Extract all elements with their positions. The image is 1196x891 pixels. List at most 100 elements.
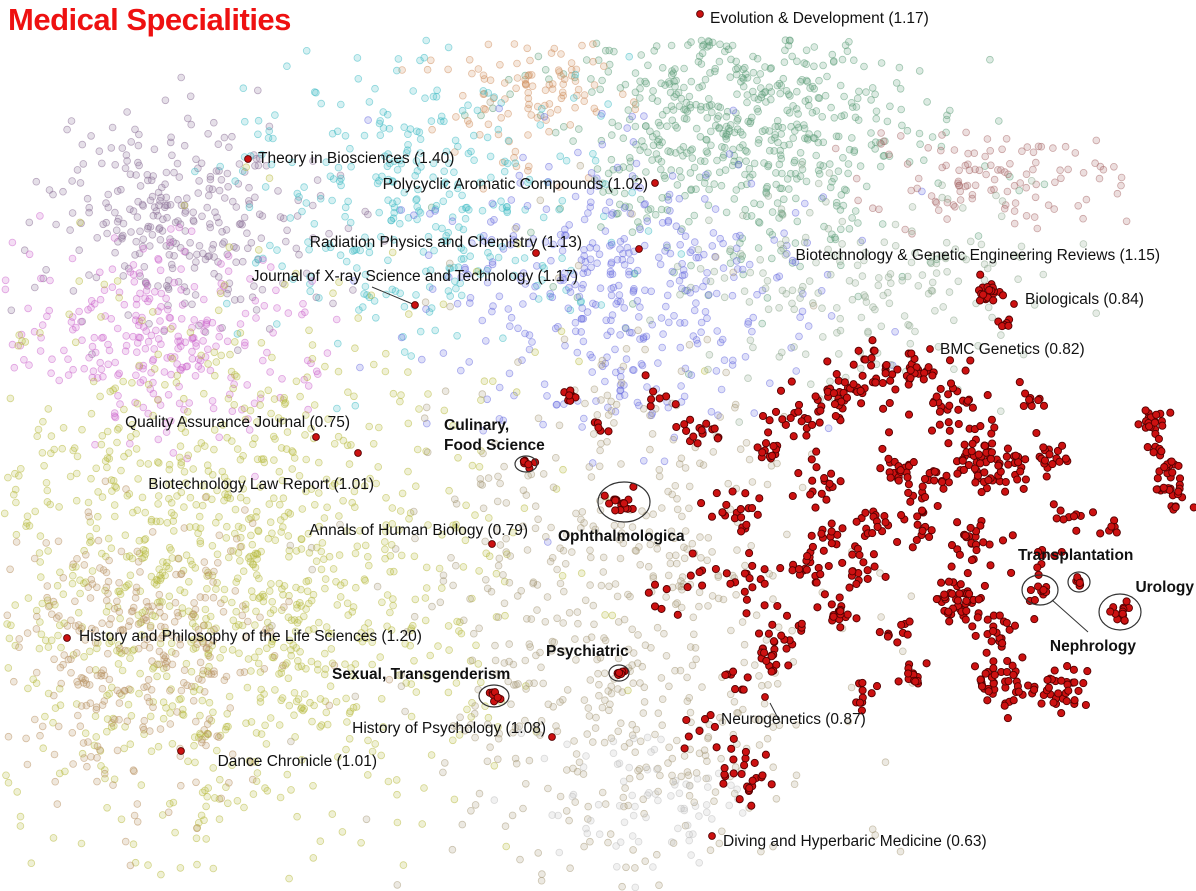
- background-point: [988, 313, 996, 322]
- background-point: [350, 246, 359, 255]
- background-point: [749, 52, 757, 61]
- background-point: [478, 316, 487, 325]
- background-point: [613, 592, 622, 601]
- highlighted-point: [974, 450, 983, 459]
- background-point: [465, 120, 474, 128]
- background-point: [147, 515, 156, 524]
- background-point: [531, 524, 540, 533]
- background-point: [551, 128, 560, 137]
- background-point: [685, 504, 693, 513]
- background-point: [670, 311, 678, 320]
- background-point: [332, 315, 341, 324]
- background-point: [537, 105, 546, 113]
- background-point: [718, 143, 726, 151]
- background-point: [516, 855, 524, 864]
- background-point: [765, 146, 774, 155]
- background-point: [258, 356, 267, 365]
- background-point: [579, 337, 588, 346]
- background-point: [544, 784, 552, 793]
- background-point: [181, 209, 189, 217]
- background-point: [702, 147, 711, 156]
- background-point: [257, 150, 266, 159]
- background-point: [200, 558, 209, 566]
- highlighted-point: [945, 426, 954, 435]
- background-point: [685, 217, 693, 226]
- background-point: [267, 580, 275, 588]
- background-point: [605, 60, 614, 69]
- background-point: [636, 146, 644, 155]
- background-point: [745, 164, 754, 173]
- background-point: [346, 144, 354, 153]
- background-point: [167, 324, 175, 333]
- background-point: [119, 231, 127, 240]
- background-point: [676, 241, 684, 249]
- background-point: [342, 257, 351, 266]
- highlighted-point: [944, 607, 953, 616]
- highlighted-point: [933, 501, 942, 511]
- highlighted-point: [1037, 699, 1046, 708]
- highlighted-point: [935, 420, 944, 429]
- highlighted-point: [859, 558, 868, 567]
- background-point: [471, 702, 479, 710]
- background-point: [421, 594, 430, 602]
- background-point: [12, 530, 21, 539]
- highlighted-point: [867, 354, 876, 363]
- background-point: [206, 366, 215, 375]
- background-point: [226, 390, 234, 399]
- background-point: [441, 387, 450, 396]
- background-point: [767, 88, 776, 96]
- background-point: [269, 605, 278, 614]
- background-point: [990, 175, 999, 184]
- background-point: [98, 431, 107, 440]
- background-point: [110, 234, 119, 242]
- background-point: [690, 163, 699, 172]
- background-point: [662, 651, 671, 660]
- background-point: [494, 613, 503, 621]
- background-point: [68, 254, 77, 263]
- background-point: [68, 209, 77, 217]
- background-point: [39, 274, 48, 283]
- background-point: [180, 503, 188, 511]
- background-point: [612, 300, 620, 308]
- highlighted-point: [1174, 487, 1183, 496]
- background-point: [773, 459, 781, 468]
- background-point: [133, 800, 142, 808]
- background-point: [523, 546, 532, 554]
- background-point: [501, 822, 510, 830]
- background-point: [858, 272, 867, 280]
- background-point: [140, 716, 149, 725]
- background-point: [686, 708, 695, 717]
- background-point: [571, 635, 579, 643]
- background-point: [156, 236, 165, 244]
- background-point: [879, 291, 887, 300]
- background-point: [494, 253, 503, 262]
- background-point: [599, 553, 608, 562]
- background-point: [314, 489, 323, 497]
- background-point: [361, 270, 370, 279]
- highlighted-point: [742, 520, 751, 529]
- background-point: [845, 37, 853, 46]
- background-point: [658, 343, 666, 352]
- background-point: [253, 418, 261, 426]
- background-point: [677, 577, 685, 585]
- background-point: [813, 130, 822, 138]
- background-point: [141, 508, 150, 517]
- background-point: [850, 148, 858, 156]
- background-point: [707, 815, 716, 823]
- background-point: [36, 212, 44, 220]
- background-point: [687, 261, 695, 270]
- background-point: [500, 79, 509, 87]
- background-point: [569, 137, 577, 145]
- background-point: [586, 676, 595, 684]
- background-point: [467, 806, 475, 815]
- background-point: [389, 178, 397, 186]
- background-point: [188, 354, 197, 363]
- background-point: [664, 318, 673, 327]
- highlighted-point: [1134, 420, 1143, 429]
- background-point: [15, 331, 24, 339]
- background-point: [658, 111, 667, 119]
- background-point: [224, 722, 232, 731]
- background-point: [878, 220, 887, 228]
- background-point: [655, 141, 664, 150]
- background-point: [75, 277, 83, 285]
